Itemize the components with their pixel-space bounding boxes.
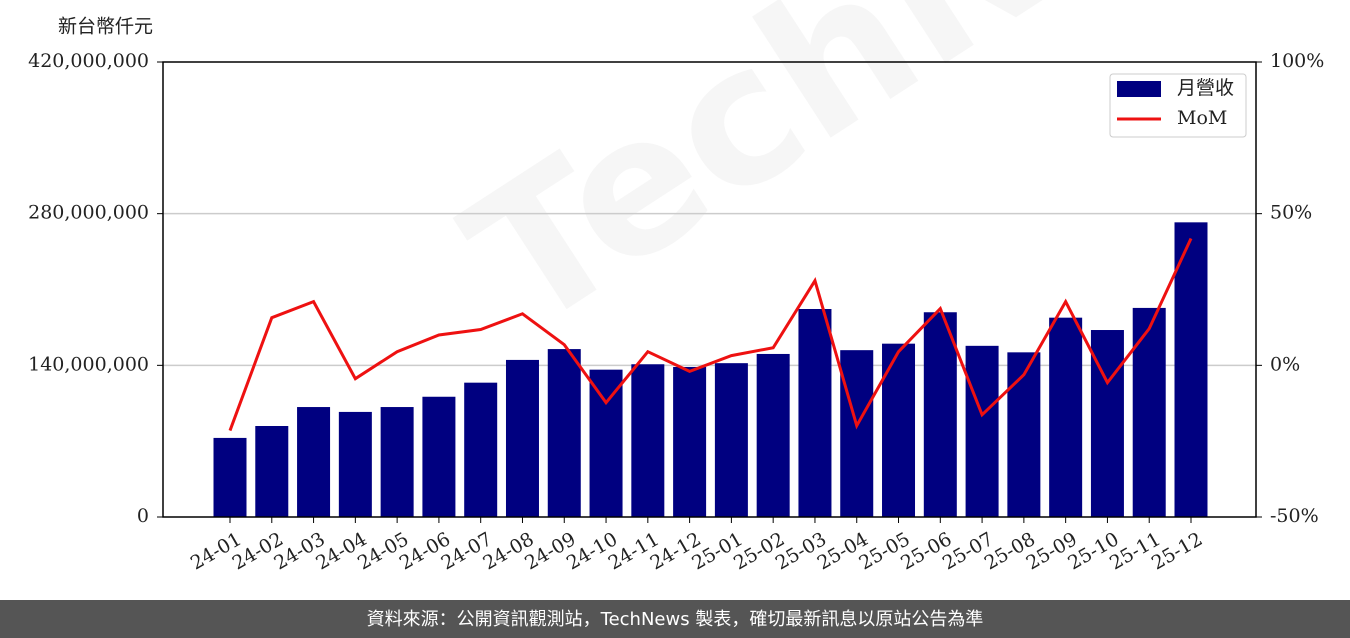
bar <box>338 411 372 517</box>
bar <box>714 363 748 517</box>
bar <box>213 437 247 517</box>
legend-label: 月營收 <box>1177 77 1234 99</box>
bar <box>547 349 581 517</box>
bar <box>380 407 414 517</box>
bar <box>505 359 539 517</box>
bar <box>756 353 790 517</box>
bar <box>589 369 623 517</box>
y-axis-label: 新台幣仟元 <box>58 16 153 38</box>
footer: 資料來源：公開資訊觀測站，TechNews 製表，確切最新訊息以原站公告為準 <box>367 609 984 630</box>
legend: 月營收 MoM <box>1109 73 1247 138</box>
bar <box>464 382 498 517</box>
y-tick-label: 140,000,000 <box>28 353 149 375</box>
bar <box>673 366 707 517</box>
watermark: TechNews <box>431 0 1350 372</box>
bar <box>1132 307 1166 517</box>
plot-frame <box>162 61 1257 518</box>
y-tick-label: 0 <box>137 505 149 527</box>
bar <box>1174 222 1208 518</box>
y2-tick-label: 50% <box>1270 202 1312 224</box>
bar <box>798 309 832 517</box>
bar <box>297 407 331 517</box>
footer-bar <box>0 600 1350 638</box>
line <box>228 237 1193 432</box>
bar <box>923 312 957 517</box>
legend-swatch <box>1117 81 1161 97</box>
y2-tick-label: 0% <box>1270 353 1300 375</box>
y-tick-label: 280,000,000 <box>28 202 149 224</box>
bar <box>255 426 289 517</box>
legend-label: MoM <box>1177 107 1227 129</box>
y2-tick-label: 100% <box>1270 50 1324 72</box>
bar <box>631 364 665 517</box>
bar <box>422 396 456 517</box>
bar <box>1049 317 1083 517</box>
y2-tick-label: -50% <box>1270 505 1319 527</box>
bar <box>965 345 999 517</box>
bar <box>840 350 874 517</box>
y-tick-label: 420,000,000 <box>28 50 149 72</box>
bar <box>1007 352 1041 517</box>
